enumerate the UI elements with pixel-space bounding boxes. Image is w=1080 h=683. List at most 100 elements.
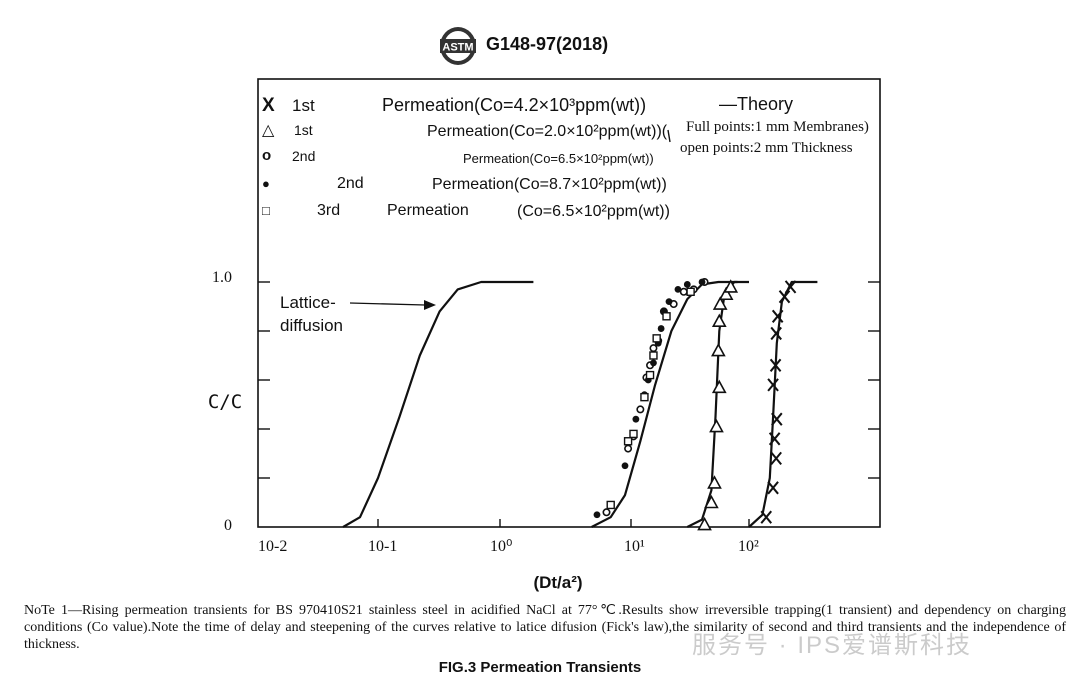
legend-label: Permeation(Co=8.7×10²ppm(wt)) [432,176,667,193]
legend-marker-filled-circle: ● [262,176,270,191]
x-marker-stroke [770,451,782,466]
triangle-marker [718,286,734,301]
filled-circle-marker [683,281,691,288]
x-tick-label: 10⁰ [490,538,512,555]
x-tick-label: 10-2 [258,538,287,555]
filled-circle-marker [698,278,706,286]
legend-label: Permeation(Co=6.5×10²ppm(wt)) [463,151,654,166]
open-circle-marker [649,344,658,353]
legend-label: Permeation [387,202,469,219]
x-marker-stroke [771,309,784,323]
figure-note: NoTe 1—Rising permeation transients for … [24,603,1066,652]
astm-logo-icon: ASTM [440,27,476,65]
x-marker-stroke [769,358,782,372]
annotation-arrowhead [424,300,436,310]
triangle-marker [711,313,727,328]
open-circle-marker [679,287,688,296]
x-marker-stroke [784,280,797,294]
standard-id: G148-97(2018) [486,34,609,54]
filled-circle-marker [674,285,682,293]
legend-divider [667,129,671,143]
legend-marker-open-circle: o [262,147,271,164]
x-tick-label: 10² [738,538,759,555]
theory-curve-line [342,280,534,528]
legend-run: 2nd [292,148,315,164]
x-tick-label: 10-1 [368,538,397,555]
legend-marker-x: X [262,95,275,116]
legend-run: 2nd [337,175,364,192]
annotation-arrow-line [349,302,426,306]
triangle-marker [707,475,722,489]
theory-curve-line [591,280,738,528]
open-square-marker [652,334,661,343]
legend-note-open: open points:2 mm Thickness [680,140,853,156]
legend-run: 1st [294,122,313,138]
permeation-chart: 10-2 10-1 10⁰ 10¹ 10² 1.0 0 (Dt/a²) C/C Lattice-d… [208,78,881,592]
triangle-marker [711,379,727,394]
x-marker [784,280,797,294]
open-circle-marker [602,508,611,517]
x-marker-stroke [771,412,783,426]
triangle-marker [711,342,726,357]
legend-run: 1st [292,96,315,115]
open-square-marker [623,437,633,446]
x-marker [771,412,783,426]
filled-circle-marker [632,415,640,423]
figure-caption: FIG.3 Permeation Transients [438,659,642,676]
filled-circle-marker [665,298,673,305]
open-circle-marker [624,444,633,453]
x-marker-stroke [760,510,773,524]
legend-note-full: Full points:1 mm Membranes) [686,119,869,135]
x-marker [767,378,779,392]
x-marker [770,451,782,466]
filled-circle-marker [657,325,665,332]
x-marker-stroke [767,378,779,392]
filled-circle-marker [650,359,657,367]
open-square-marker [649,351,658,360]
open-square-marker [606,500,615,510]
annotation-diffusion: diffusion [280,316,343,335]
x-marker [778,290,791,304]
open-square-marker [640,392,649,402]
y-axis-label: C/C [208,391,242,413]
y-tick-label: 1.0 [212,269,232,286]
x-marker-stroke [768,432,781,446]
x-marker-stroke [770,326,782,341]
header: ASTM G148-97(2018) [0,26,1080,66]
triangle-marker [723,279,739,293]
y-tick-label: 0 [224,517,232,534]
x-axis-label: (Dt/a²) [533,573,582,592]
x-marker-stroke [767,481,779,495]
x-tick-label: 10¹ [624,538,645,555]
legend-label-co: (Co=6.5×10²ppm(wt)) [517,203,670,220]
legend-marker-open-square: □ [262,203,270,218]
x-marker [768,432,781,446]
legend-label: Permeation(Co=4.2×10³ppm(wt)) [382,95,646,115]
legend-marker-triangle: △ [262,122,275,139]
triangle-marker [697,516,712,531]
theory-curve-line [748,280,818,528]
x-marker [767,481,779,495]
annotation-lattice: Lattice- [280,293,336,312]
legend-run: 3rd [317,202,340,219]
x-marker [770,326,782,341]
legend-theory: —Theory [719,94,793,114]
x-marker [769,358,782,372]
svg-text:ASTM: ASTM [442,42,473,54]
legend-label: Permeation(Co=2.0×10²ppm(wt))( [427,123,668,140]
filled-circle-marker [621,462,629,470]
watermark: 服务号 · IPS爱谱斯科技 [692,632,973,659]
x-marker [771,309,784,323]
triangle-marker [704,494,719,509]
triangle-marker [709,418,724,433]
x-marker [760,510,773,524]
open-square-marker [662,312,671,321]
plot-frame [257,78,881,528]
open-square-marker [686,287,695,296]
filled-circle-marker [593,511,601,519]
triangle-marker [712,296,728,310]
open-circle-marker [636,405,645,414]
open-square-marker [629,429,638,439]
open-square-marker [645,370,655,380]
x-marker-stroke [778,290,791,304]
